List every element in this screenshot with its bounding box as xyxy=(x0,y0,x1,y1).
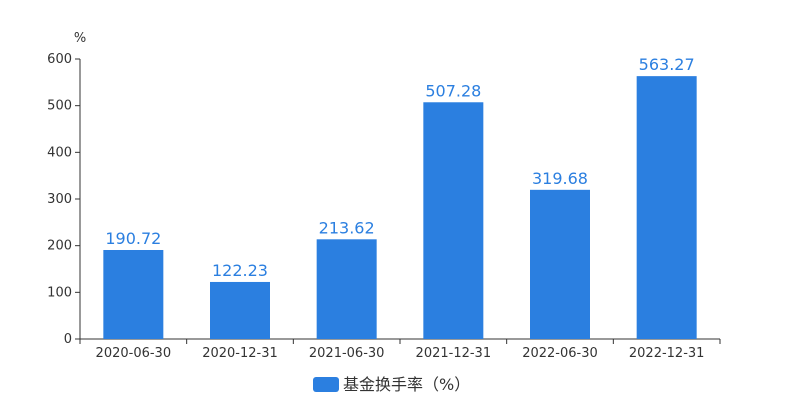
legend-swatch[interactable] xyxy=(313,377,339,392)
bar[interactable] xyxy=(103,249,164,339)
x-tick-label: 2022-06-30 xyxy=(522,346,598,361)
data-labels: 190.72 122.23 213.62 507.28 319.68 563.27 xyxy=(105,55,694,280)
bar[interactable] xyxy=(316,239,377,339)
y-tick-label: 100 xyxy=(47,285,72,300)
y-axis: 0 100 200 300 400 500 600 xyxy=(47,52,81,347)
y-axis-unit-label: % xyxy=(74,31,86,46)
data-label: 213.62 xyxy=(319,218,375,237)
data-label: 122.23 xyxy=(212,261,268,280)
bar[interactable] xyxy=(423,102,484,339)
x-tick-label: 2021-12-31 xyxy=(416,346,492,361)
bar[interactable] xyxy=(210,281,270,339)
y-tick-label: 600 xyxy=(47,52,72,67)
x-tick-label: 2020-12-31 xyxy=(202,346,278,361)
legend-label[interactable]: 基金换手率（%） xyxy=(343,375,470,394)
x-tick-label: 2021-06-30 xyxy=(309,346,385,361)
y-tick-label: 500 xyxy=(47,99,72,114)
y-tick-label: 300 xyxy=(47,192,72,207)
bars xyxy=(103,76,697,340)
data-label: 563.27 xyxy=(639,55,695,74)
y-tick-label: 0 xyxy=(64,332,72,347)
bar[interactable] xyxy=(636,76,697,340)
y-tick-label: 200 xyxy=(47,239,72,254)
y-tick-label: 400 xyxy=(47,145,72,160)
data-label: 190.72 xyxy=(105,229,161,248)
bar[interactable] xyxy=(530,189,590,339)
x-tick-label: 2020-06-30 xyxy=(96,346,172,361)
x-axis: 2020-06-30 2020-12-31 2021-06-30 2021-12-31… xyxy=(79,338,721,361)
legend[interactable]: 基金换手率（%） xyxy=(313,375,470,394)
data-label: 507.28 xyxy=(425,81,481,100)
data-label: 319.68 xyxy=(532,169,588,188)
x-tick-label: 2022-12-31 xyxy=(629,346,705,361)
